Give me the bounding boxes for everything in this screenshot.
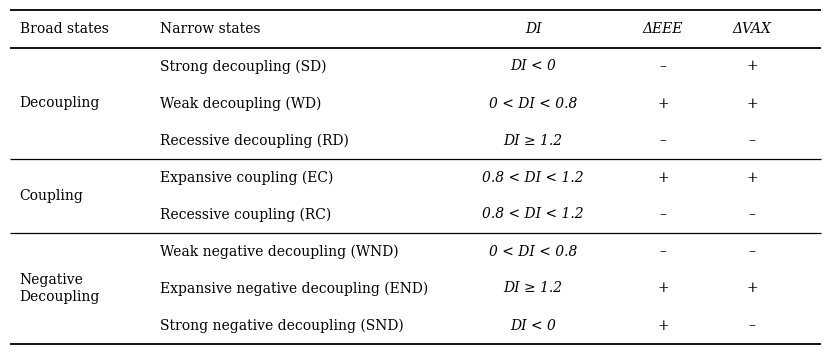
Text: Recessive decoupling (RD): Recessive decoupling (RD) (160, 133, 349, 148)
Text: Narrow states: Narrow states (160, 22, 261, 36)
Text: 0 < DI < 0.8: 0 < DI < 0.8 (489, 97, 578, 110)
Text: –: – (659, 59, 666, 74)
Text: –: – (749, 319, 755, 332)
Text: +: + (657, 97, 669, 110)
Text: Weak negative decoupling (WND): Weak negative decoupling (WND) (160, 244, 399, 259)
Text: +: + (746, 59, 758, 74)
Text: ΔEEE: ΔEEE (642, 22, 683, 36)
Text: DI ≥ 1.2: DI ≥ 1.2 (504, 281, 563, 296)
Text: Decoupling: Decoupling (20, 97, 100, 110)
Text: +: + (657, 319, 669, 332)
Text: Strong negative decoupling (SND): Strong negative decoupling (SND) (160, 318, 404, 333)
Text: Recessive coupling (RC): Recessive coupling (RC) (160, 207, 332, 222)
Text: 0.8 < DI < 1.2: 0.8 < DI < 1.2 (482, 207, 584, 222)
Text: 0 < DI < 0.8: 0 < DI < 0.8 (489, 245, 578, 258)
Text: Weak decoupling (WD): Weak decoupling (WD) (160, 96, 322, 111)
Text: Expansive coupling (EC): Expansive coupling (EC) (160, 170, 333, 185)
Text: Negative
Decoupling: Negative Decoupling (20, 273, 100, 304)
Text: +: + (657, 171, 669, 184)
Text: –: – (659, 245, 666, 258)
Text: DI < 0: DI < 0 (510, 59, 556, 74)
Text: Expansive negative decoupling (END): Expansive negative decoupling (END) (160, 281, 428, 296)
Text: +: + (746, 97, 758, 110)
Text: –: – (659, 133, 666, 148)
Text: 0.8 < DI < 1.2: 0.8 < DI < 1.2 (482, 171, 584, 184)
Text: –: – (749, 133, 755, 148)
Text: DI ≥ 1.2: DI ≥ 1.2 (504, 133, 563, 148)
Text: Coupling: Coupling (20, 189, 84, 203)
Text: ΔVAX: ΔVAX (733, 22, 771, 36)
Text: DI < 0: DI < 0 (510, 319, 556, 332)
Text: –: – (659, 207, 666, 222)
Text: DI: DI (525, 22, 542, 36)
Text: +: + (746, 171, 758, 184)
Text: Strong decoupling (SD): Strong decoupling (SD) (160, 59, 327, 74)
Text: +: + (657, 281, 669, 296)
Text: Broad states: Broad states (20, 22, 109, 36)
Text: –: – (749, 207, 755, 222)
Text: –: – (749, 245, 755, 258)
Text: +: + (746, 281, 758, 296)
